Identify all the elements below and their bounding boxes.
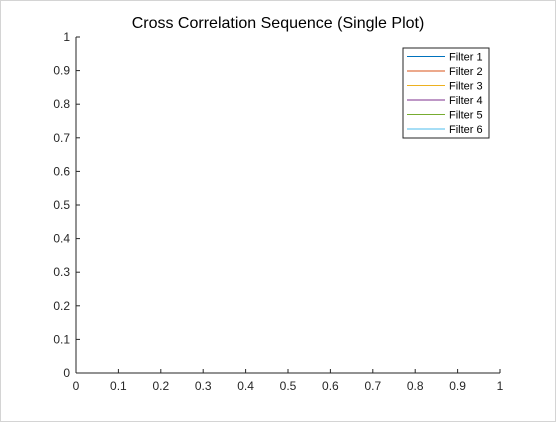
axes: 0 0.1 0.2 0.3 0.4 0.5 0.6 0.7 0.8 0.9 1 0 0.1 0.2 0.3 0… (53, 30, 503, 393)
y-tick-label: 0.1 (53, 332, 70, 346)
legend-label-1: Filter 1 (449, 52, 483, 64)
y-tick-label: 1 (63, 30, 70, 44)
x-tick-label: 0.3 (195, 379, 212, 393)
legend-label-4: Filter 4 (449, 95, 483, 107)
y-tick-label: 0.6 (53, 164, 70, 178)
y-tick-label: 0.4 (53, 232, 70, 246)
x-tick-label: 0.9 (449, 379, 466, 393)
x-tick-label: 0.5 (280, 379, 297, 393)
y-tick-label: 0.9 (53, 64, 70, 78)
x-tick-label: 0.6 (322, 379, 339, 393)
legend-box (402, 47, 490, 139)
y-tick-label: 0.3 (53, 265, 70, 279)
chart-title: Cross Correlation Sequence (Single Plot) (132, 15, 425, 32)
legend-label-5: Filter 5 (449, 110, 483, 122)
x-tick-label: 0.2 (152, 379, 169, 393)
y-tick-label: 0.2 (53, 299, 70, 313)
legend: Filter 1 Filter 2 Filter 3 Filter 4 Filter 5… (402, 47, 490, 139)
y-tick-label: 0.7 (53, 131, 70, 145)
y-tick-label: 0.5 (53, 198, 70, 212)
x-tick-label: 1 (497, 379, 504, 393)
x-tick-label: 0 (73, 379, 80, 393)
x-tick-label: 0.8 (407, 379, 424, 393)
legend-label-2: Filter 2 (449, 66, 483, 78)
legend-label-3: Filter 3 (449, 81, 483, 93)
legend-label-6: Filter 6 (449, 124, 483, 136)
x-tick-label: 0.4 (237, 379, 254, 393)
y-tick-label: 0.8 (53, 97, 70, 111)
y-tick-label: 0 (63, 366, 70, 380)
x-tick-label: 0.7 (364, 379, 381, 393)
x-tick-label: 0.1 (110, 379, 127, 393)
